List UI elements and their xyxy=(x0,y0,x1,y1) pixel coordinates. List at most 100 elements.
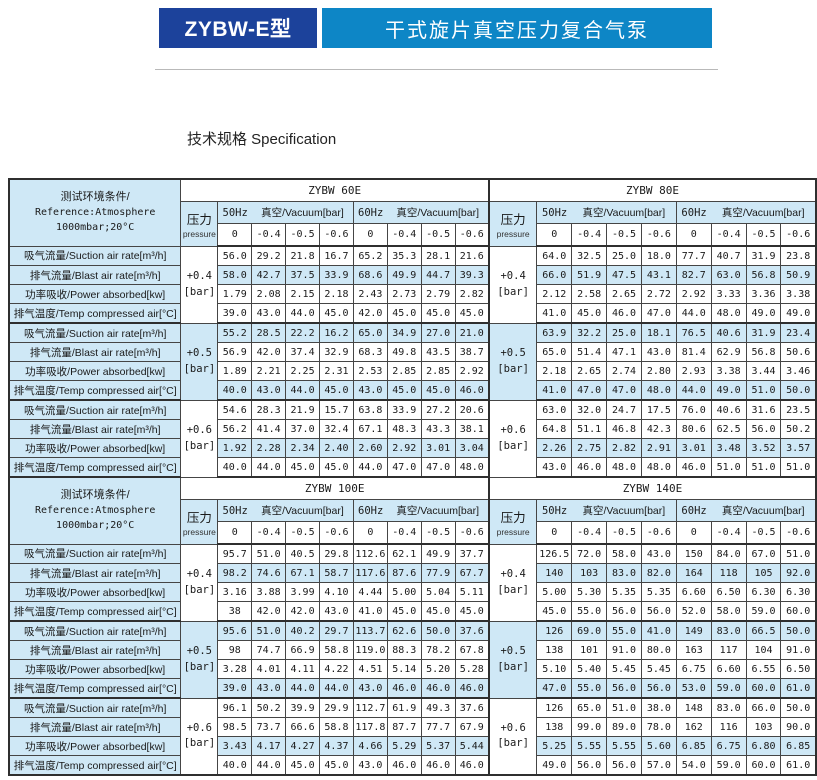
value-cell: 5.35 xyxy=(606,582,642,602)
value-cell: 39.0 xyxy=(217,303,253,324)
value-cell: 2.40 xyxy=(319,438,354,458)
table-row: 吸气流量/Suction air rate[m³/h] +0.5 [bar] 55.2… xyxy=(8,322,817,401)
value-cell: 16.2 xyxy=(319,322,354,343)
value-cell: 6.50 xyxy=(710,582,747,602)
vacuum-label: 真空/Vacuum[bar] xyxy=(721,505,805,517)
value-cell: 25.0 xyxy=(606,322,642,343)
pressure-value: +0.4 xyxy=(186,567,213,580)
value-cell: 5.44 xyxy=(454,736,490,756)
freq-label: 60Hz xyxy=(358,206,384,219)
value-cell: 2.53 xyxy=(352,361,388,381)
value-cell: 37.6 xyxy=(454,697,490,718)
value-cell: 56.0 xyxy=(640,678,677,699)
value-cell: 66.9 xyxy=(285,640,321,660)
vacuum-label: 真空/Vacuum[bar] xyxy=(721,207,805,219)
pressure-unit: [bar] xyxy=(497,660,529,673)
value-cell: 104 xyxy=(745,640,782,660)
value-cell: 43.0 xyxy=(352,755,388,776)
row-label: 吸气流量/Suction air rate[m³/h] xyxy=(8,543,182,564)
value-cell: 5.40 xyxy=(571,659,608,679)
value-cell: 38.0 xyxy=(640,697,677,718)
value-cell: 62.5 xyxy=(710,419,747,439)
pressure-unit: [bar] xyxy=(183,660,216,673)
row-label: 吸气流量/Suction air rate[m³/h] xyxy=(8,399,182,420)
table-row: 排气流量/Blast air rate[m³/h] 58.0 42.7 37.5 33.… xyxy=(8,265,817,285)
value-cell: 126 xyxy=(536,620,573,641)
value-cell: 38.7 xyxy=(454,342,490,362)
value-cell: 43.1 xyxy=(640,265,677,285)
pressure-label-en: pressure xyxy=(496,526,530,537)
value-cell: 22.2 xyxy=(285,322,321,343)
value-cell: 48.0 xyxy=(640,380,677,401)
value-cell: 64.0 xyxy=(536,245,573,266)
freq-label: 50Hz xyxy=(541,504,568,517)
value-cell: 4.37 xyxy=(319,736,354,756)
value-cell: 98 xyxy=(217,640,253,660)
value-cell: 16.7 xyxy=(319,245,354,266)
value-cell: 40.2 xyxy=(285,620,321,641)
vacuum-value-header-cell: 0 xyxy=(675,521,712,545)
vacuum-value-header-cell: -0.6 xyxy=(319,223,354,247)
model-header-row: 测试环境条件/Reference:Atmosphere 1000mbar;20°C… xyxy=(8,476,817,545)
value-cell: 32.4 xyxy=(319,419,354,439)
value-cell: 43.0 xyxy=(251,380,287,401)
value-cell: 83.0 xyxy=(606,563,642,583)
value-cell: 5.30 xyxy=(571,582,608,602)
vacuum-value-header-cell: 0 xyxy=(217,521,253,545)
pressure-unit: [bar] xyxy=(183,285,216,298)
value-cell: 64.8 xyxy=(536,419,573,439)
freq-vacuum-inner: 50Hz 真空/Vacuum[bar] xyxy=(219,503,353,518)
vacuum-value-header-cell: 0 xyxy=(536,223,573,247)
value-cell: 50.9 xyxy=(780,265,817,285)
table-row: 排气流量/Blast air rate[m³/h] 98.2 74.6 67.1 58.… xyxy=(8,563,817,583)
value-cell: 44.0 xyxy=(675,380,712,401)
value-cell: 57.0 xyxy=(640,755,677,776)
value-cell: 43.0 xyxy=(352,678,388,699)
pressure-value: +0.5 xyxy=(186,644,213,657)
value-cell: 45.0 xyxy=(420,380,456,401)
table-row: 排气温度/Temp compressed air[°C] 40.0 44.0 45.0… xyxy=(8,457,817,478)
row-label: 排气温度/Temp compressed air[°C] xyxy=(8,457,182,478)
value-cell: 47.0 xyxy=(640,303,677,324)
value-cell: 2.65 xyxy=(606,284,642,304)
value-cell: 42.7 xyxy=(251,265,287,285)
vacuum-value-header-cell: -0.5 xyxy=(745,223,782,247)
value-cell: 47.0 xyxy=(606,380,642,401)
vacuum-label: 真空/Vacuum[bar] xyxy=(396,207,480,219)
value-cell: 45.0 xyxy=(536,601,573,622)
pressure-value: +0.5 xyxy=(186,346,213,359)
value-cell: 23.8 xyxy=(780,245,817,266)
value-cell: 47.0 xyxy=(536,678,573,699)
value-cell: 45.0 xyxy=(319,380,354,401)
value-cell: 47.0 xyxy=(571,380,608,401)
product-title-banner: 干式旋片真空压力复合气泵 xyxy=(322,8,712,48)
value-cell: 33.9 xyxy=(386,399,422,420)
value-cell: 51.4 xyxy=(571,342,608,362)
value-cell: 2.82 xyxy=(606,438,642,458)
value-cell: 23.5 xyxy=(780,399,817,420)
value-cell: 4.66 xyxy=(352,736,388,756)
value-cell: 4.17 xyxy=(251,736,287,756)
pressure-value: +0.5 xyxy=(500,644,526,657)
pressure-value: +0.6 xyxy=(500,423,526,436)
env-conditions-cell: 测试环境条件/Reference:Atmosphere 1000mbar;20°C xyxy=(8,476,182,545)
value-cell: 23.4 xyxy=(780,322,817,343)
pressure-unit: [bar] xyxy=(183,737,216,750)
frequency-header-row: 压力 pressure 50Hz 真空/Vacuum[bar] 60Hz 真空/Vacuu… xyxy=(9,201,817,247)
value-cell: 63.0 xyxy=(710,265,747,285)
value-cell: 103 xyxy=(571,563,608,583)
value-cell: 62.9 xyxy=(710,342,747,362)
value-cell: 83.0 xyxy=(710,697,747,718)
row-label: 功率吸收/Power absorbed[kw] xyxy=(8,438,182,458)
value-cell: 117.6 xyxy=(352,563,388,583)
pressure-value: +0.5 xyxy=(500,346,526,359)
value-cell: 55.0 xyxy=(606,620,642,641)
vacuum-label: 真空/Vacuum[bar] xyxy=(396,505,480,517)
vacuum-value-header-cell: -0.6 xyxy=(454,223,490,247)
value-cell: 2.26 xyxy=(536,438,573,458)
value-cell: 50.0 xyxy=(780,380,817,401)
pressure-column-header: 压力 pressure xyxy=(180,499,219,545)
value-cell: 51.0 xyxy=(745,380,782,401)
env-line: Reference:Atmosphere xyxy=(34,207,156,219)
value-cell: 37.5 xyxy=(285,265,321,285)
